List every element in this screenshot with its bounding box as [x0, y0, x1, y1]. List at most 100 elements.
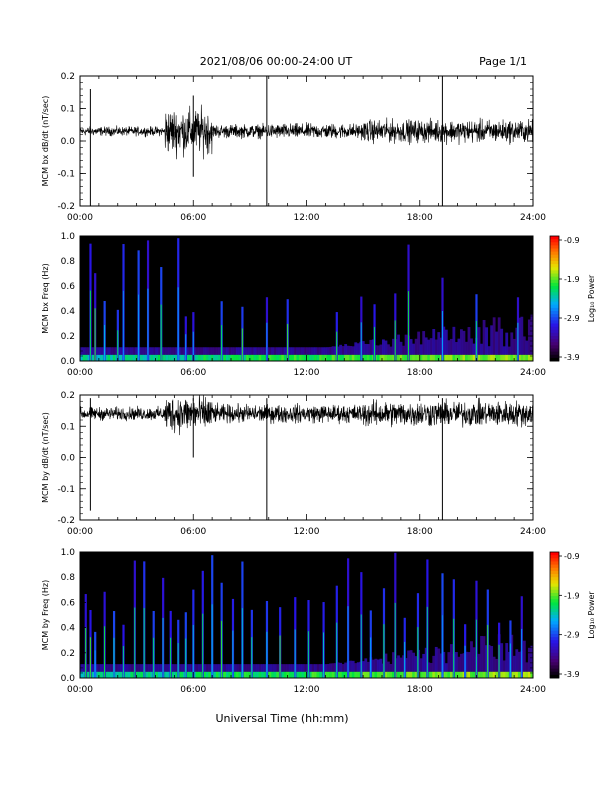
spectrogram-cell — [117, 664, 121, 672]
spectrogram-cell — [389, 346, 393, 355]
event-streak-core — [117, 330, 119, 361]
spectrogram-cell — [183, 347, 186, 355]
spectrogram-cell — [487, 354, 491, 361]
spectrogram-cell — [293, 347, 297, 355]
spectrogram-cell — [268, 354, 272, 361]
spectrogram-cell — [190, 347, 194, 355]
spectrogram-cell — [273, 347, 277, 355]
spectrogram-cell — [178, 671, 181, 678]
spectrogram-cell — [233, 347, 237, 355]
spectrogram-cell — [200, 354, 204, 361]
spectrogram-cell — [311, 664, 315, 672]
spectrogram-cell — [193, 664, 197, 672]
spectrogram-cell — [472, 647, 476, 672]
spectrogram-cell — [243, 354, 247, 361]
spectrogram-cell — [497, 354, 501, 361]
spectrogram-cell — [412, 343, 416, 355]
spectrogram-cell — [314, 664, 317, 672]
spectrogram-cell — [402, 655, 405, 672]
spectrogram-cell — [530, 645, 534, 672]
spectrogram-cell — [296, 347, 300, 355]
event-streak-core — [322, 632, 324, 678]
spectrogram-cell — [472, 671, 476, 678]
spectrogram-cell — [495, 354, 499, 361]
spectrogram-cell — [417, 331, 421, 355]
spectrogram-cell — [190, 671, 194, 678]
spectrogram-cell — [525, 662, 529, 672]
spectrogram-cell — [238, 664, 242, 672]
spectrogram-cell — [369, 339, 373, 355]
colorbar-cell — [550, 633, 559, 638]
colorbar-cell — [550, 273, 559, 278]
spectrogram-cell — [198, 354, 202, 361]
spectrogram-cell — [387, 354, 390, 361]
y-tick-label: 0.2 — [61, 72, 75, 82]
spectrogram-cell — [288, 671, 292, 678]
spectrogram-cell — [188, 347, 192, 355]
spectrogram-cell — [341, 346, 345, 355]
colorbar-cell — [550, 289, 559, 293]
spectrogram-cell — [356, 671, 360, 678]
spectrogram-cell — [135, 347, 139, 355]
y-tick-label: 0.1 — [61, 422, 75, 432]
event-streak-core — [170, 637, 172, 678]
spectrogram-cell — [404, 354, 408, 361]
spectrogram-cell — [354, 354, 358, 361]
spectrogram-cell — [236, 671, 239, 678]
spectrogram-cell — [434, 354, 438, 361]
spectrogram-cell — [329, 354, 332, 361]
spectrogram-cell — [366, 354, 370, 361]
event-streak-core — [287, 323, 289, 361]
spectrogram-cell — [522, 671, 526, 678]
spectrogram-cell — [225, 664, 229, 672]
spectrogram-cell — [203, 671, 207, 678]
spectrogram-cell — [243, 347, 247, 355]
event-streak-core — [498, 644, 500, 678]
spectrogram-cell — [82, 347, 86, 355]
x-tick-label: 06:00 — [180, 685, 206, 695]
spectrogram-cell — [477, 327, 481, 355]
spectrogram-cell — [112, 354, 116, 361]
spectrogram-cell — [263, 354, 267, 361]
spectrogram-cell — [175, 354, 179, 361]
spectrogram-cell — [379, 344, 383, 355]
spectrogram-cell — [485, 671, 488, 678]
colorbar-cell — [550, 357, 559, 362]
colorbar-cell — [550, 646, 559, 651]
x-tick-label: 24:00 — [520, 213, 546, 223]
spectrogram-cell — [497, 317, 501, 355]
spectrogram-cell — [130, 671, 134, 678]
spectrogram-cell — [495, 671, 499, 678]
colorbar-cell — [550, 596, 559, 600]
x-tick-label: 18:00 — [407, 368, 433, 378]
event-streak-core — [177, 287, 179, 361]
spectrogram-cell — [291, 347, 295, 355]
spectrogram-cell — [505, 671, 509, 678]
x-tick-label: 00:00 — [67, 368, 93, 378]
x-tick-label: 06:00 — [180, 213, 206, 223]
spectrogram-cell — [482, 671, 486, 678]
spectrogram-cell — [442, 326, 446, 355]
spectrogram-cell — [145, 354, 149, 361]
spectrogram-cell — [291, 354, 295, 361]
spectrogram-cell — [97, 664, 101, 672]
spectrogram-cell — [419, 671, 423, 678]
spectrogram-cell — [351, 671, 355, 678]
spectrogram-cell — [223, 664, 227, 672]
spectrogram-cell — [163, 347, 166, 355]
spectrogram-cell — [87, 347, 91, 355]
spectrogram-cell — [218, 671, 222, 678]
spectrogram-cell — [361, 671, 365, 678]
event-streak-core — [153, 637, 155, 678]
spectrogram-cell — [175, 664, 179, 672]
spectrogram-cell — [387, 661, 390, 672]
spectrogram-cell — [397, 354, 400, 361]
spectrogram-cell — [215, 664, 219, 672]
y-tick-label: -0.2 — [57, 516, 75, 526]
spectrogram-cell — [236, 664, 239, 672]
spectrogram-cell — [324, 671, 327, 678]
spectrogram-cell — [248, 671, 252, 678]
spectrogram-cell — [439, 653, 443, 672]
spectrogram-cell — [492, 317, 496, 355]
spectrogram-cell — [248, 664, 252, 672]
